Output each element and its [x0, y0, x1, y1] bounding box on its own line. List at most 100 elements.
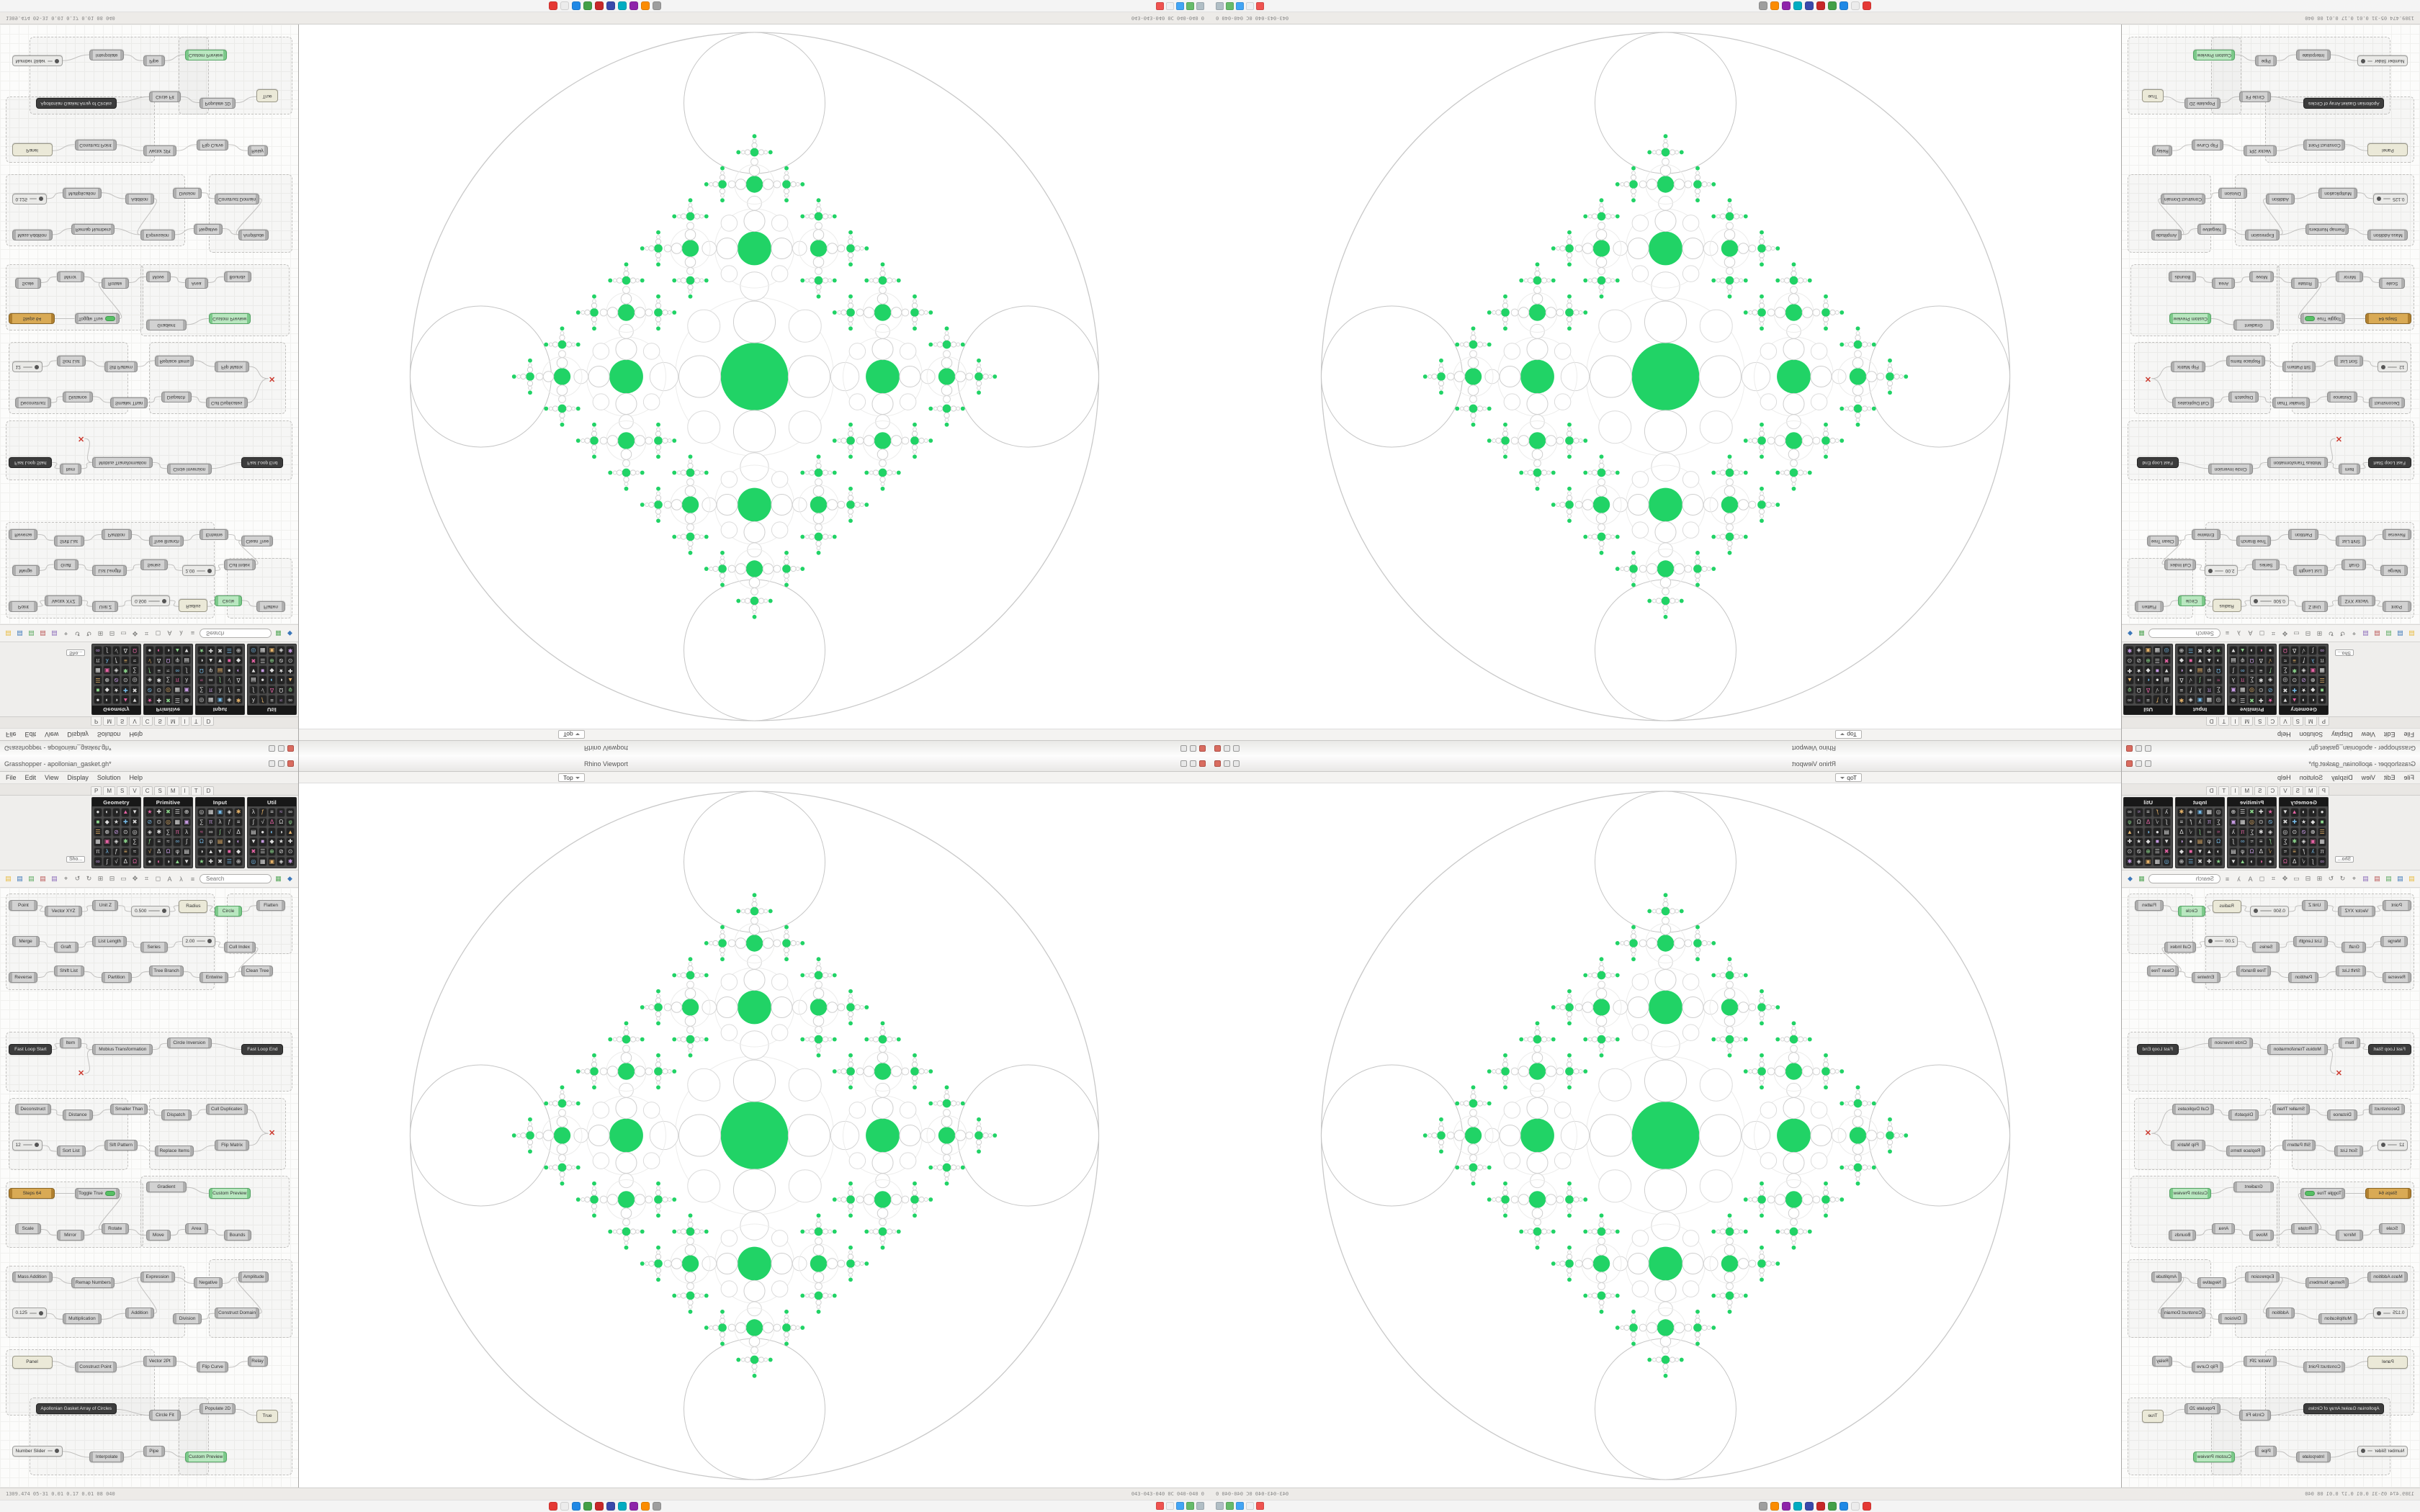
gh-node[interactable]: Pipe: [2255, 55, 2277, 67]
component-icon[interactable]: ◐: [2257, 857, 2266, 866]
component-icon[interactable]: ∞: [2205, 827, 2214, 837]
component-icon[interactable]: Ω: [2247, 847, 2257, 857]
component-icon[interactable]: ∫: [215, 675, 225, 685]
component-icon[interactable]: ★: [112, 685, 121, 695]
component-icon[interactable]: ⊙: [2290, 675, 2299, 685]
component-icon[interactable]: ▣: [2229, 817, 2238, 827]
slider-knob[interactable]: [2381, 364, 2386, 369]
tab-intersect[interactable]: I: [2231, 786, 2240, 795]
component-icon[interactable]: ✱: [2257, 827, 2266, 837]
gh-node[interactable]: Fast Loop End: [241, 1043, 284, 1055]
gh-node[interactable]: Panel: [2367, 143, 2408, 157]
gh-node[interactable]: Multiplication: [2318, 187, 2358, 199]
component-icon[interactable]: ✖: [2195, 646, 2205, 655]
tray-light-icon[interactable]: [1246, 2, 1254, 10]
component-icon[interactable]: ≈: [163, 665, 173, 675]
component-icon[interactable]: ⊕: [2229, 808, 2238, 817]
slider-knob[interactable]: [2377, 1310, 2382, 1315]
component-icon[interactable]: ⊙: [2125, 655, 2134, 665]
component-icon[interactable]: ∞: [2318, 646, 2326, 655]
component-icon[interactable]: ∫: [2162, 685, 2171, 695]
tab-mesh[interactable]: M: [2241, 786, 2254, 795]
component-icon[interactable]: ◈: [2266, 675, 2275, 685]
gh-node[interactable]: ✕: [2144, 374, 2151, 384]
component-icon[interactable]: ✚: [121, 817, 130, 827]
viewport-projection-tab[interactable]: Top: [558, 773, 585, 782]
gh-node[interactable]: Radius: [2212, 599, 2241, 613]
component-icon[interactable]: ■: [2318, 817, 2326, 827]
gh-node[interactable]: Dispatch: [2228, 1110, 2259, 1121]
component-icon[interactable]: ✖: [215, 646, 225, 655]
gh-node[interactable]: Area: [184, 1223, 208, 1235]
component-icon[interactable]: π: [2205, 685, 2214, 695]
component-icon[interactable]: λ: [2162, 695, 2171, 704]
toolbar-view-icon-3[interactable]: ⊞: [97, 630, 104, 637]
component-icon[interactable]: ■: [94, 817, 102, 827]
tab-transform[interactable]: T: [190, 786, 202, 795]
gh-node[interactable]: Sort List: [56, 355, 86, 366]
component-icon[interactable]: ⊘: [2266, 817, 2275, 827]
component-icon[interactable]: ∞: [2238, 837, 2247, 847]
app-purple-icon[interactable]: [629, 1, 638, 10]
component-icon[interactable]: ✚: [2205, 857, 2214, 866]
component-icon[interactable]: ◎: [249, 646, 258, 655]
maximize-button[interactable]: [1224, 760, 1230, 767]
component-icon[interactable]: ●: [2266, 857, 2275, 866]
tray-red-icon[interactable]: [1256, 1502, 1264, 1510]
gh-node[interactable]: Mass Addition: [12, 229, 53, 240]
component-icon[interactable]: Δ: [234, 675, 243, 685]
toolbar-view-icon-5[interactable]: ▭: [2293, 875, 2300, 882]
component-icon[interactable]: λ: [2195, 817, 2205, 827]
component-icon[interactable]: ⊙: [121, 827, 130, 837]
gh-node[interactable]: Steps 64: [2365, 1187, 2411, 1199]
gh-node[interactable]: Number Slider: [2357, 55, 2408, 67]
gh-node[interactable]: Partition: [101, 971, 132, 983]
close-button[interactable]: [1199, 745, 1206, 752]
gh-node[interactable]: Construct Domain: [215, 193, 260, 204]
gh-node[interactable]: Cull Index: [223, 941, 256, 953]
app-crimson-icon[interactable]: [1816, 1, 1825, 10]
toolbar-view-icon-5[interactable]: ▭: [2293, 630, 2300, 637]
minimize-button[interactable]: [1233, 745, 1240, 752]
component-icon[interactable]: ⊙: [286, 847, 295, 857]
toolbar-gem-icon[interactable]: ◆: [287, 630, 292, 637]
component-icon[interactable]: ▤: [249, 675, 258, 685]
app-teal-icon[interactable]: [1793, 1502, 1802, 1511]
gh-node[interactable]: 12: [12, 361, 42, 373]
component-icon[interactable]: ✖: [249, 847, 258, 857]
component-icon[interactable]: ◑: [112, 695, 121, 704]
component-icon[interactable]: ∫: [249, 685, 258, 695]
component-icon[interactable]: ☰: [2238, 808, 2247, 817]
tab-sets[interactable]: S: [117, 717, 128, 726]
gh-node[interactable]: ✕: [2144, 1128, 2151, 1138]
component-icon[interactable]: √: [2153, 817, 2162, 827]
component-icon[interactable]: ◎: [2281, 827, 2290, 837]
component-icon[interactable]: ●: [94, 695, 102, 704]
gh-node[interactable]: 0.500: [131, 595, 171, 607]
tray-green-icon[interactable]: [1186, 2, 1194, 10]
gh-node[interactable]: Construct Point: [2303, 1362, 2346, 1373]
gh-node[interactable]: Clean Tree: [241, 535, 274, 546]
toolbar-file-icon-0[interactable]: ▤: [2408, 875, 2415, 882]
menu-help[interactable]: Help: [129, 774, 143, 781]
toolbar-view-icon-10[interactable]: λ: [179, 875, 183, 883]
gh-node[interactable]: Steps 64: [9, 1187, 55, 1199]
component-icon[interactable]: ≡: [267, 808, 277, 817]
component-icon[interactable]: ◆: [234, 847, 243, 857]
component-icon[interactable]: ▤: [2229, 847, 2238, 857]
component-icon[interactable]: ▦: [173, 685, 182, 695]
gh-node[interactable]: Toggle True: [2300, 1187, 2346, 1199]
component-icon[interactable]: ☰: [173, 808, 182, 817]
component-icon[interactable]: ■: [2153, 665, 2162, 675]
component-icon[interactable]: Ω: [2214, 837, 2223, 847]
component-icon[interactable]: ▤: [249, 827, 258, 837]
component-icon[interactable]: ◆: [2143, 665, 2153, 675]
component-icon[interactable]: Ω: [2134, 817, 2143, 827]
component-icon[interactable]: ◐: [2308, 808, 2318, 817]
gh-node[interactable]: Graft: [53, 941, 79, 953]
gh-node[interactable]: Partition: [2288, 529, 2319, 541]
component-icon[interactable]: ◑: [163, 646, 173, 655]
toolbar-file-icon-2[interactable]: ▤: [28, 875, 35, 882]
tab-vector[interactable]: V: [129, 786, 140, 795]
toolbar-file-icon-2[interactable]: ▤: [2385, 875, 2392, 882]
